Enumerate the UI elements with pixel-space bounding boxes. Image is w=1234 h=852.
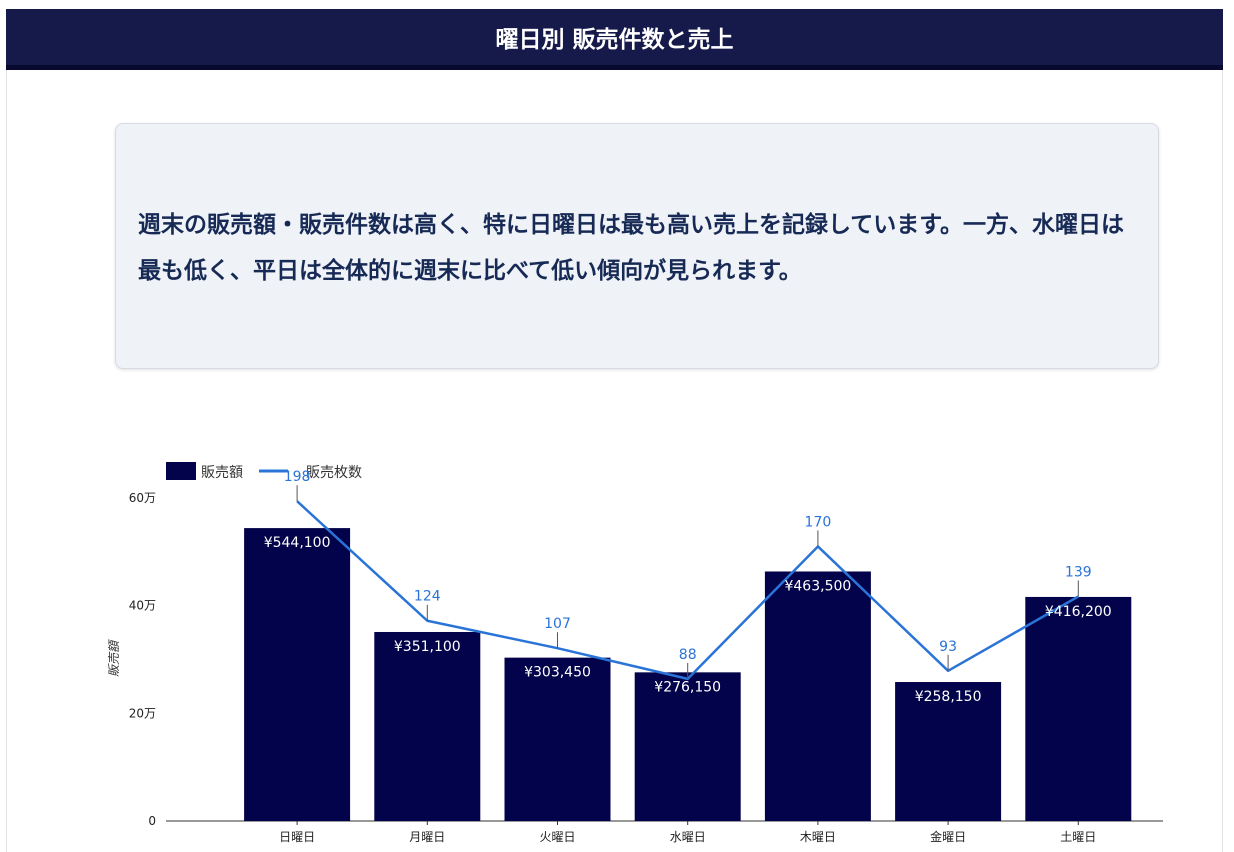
bar	[374, 631, 481, 821]
x-tick-label: 金曜日	[930, 829, 966, 844]
x-tick-label: 土曜日	[1060, 830, 1096, 844]
page-title: 曜日別 販売件数と売上	[6, 9, 1223, 70]
summary-box: 週末の販売額・販売件数は高く、特に日曜日は最も高い売上を記録しています。一方、水…	[115, 123, 1159, 369]
line-value-label: 88	[679, 647, 697, 663]
y-axis-label: 販売額	[107, 639, 121, 677]
bar	[764, 571, 871, 821]
bar-value-label: ¥416,200	[1045, 604, 1112, 620]
line-value-label: 93	[939, 639, 957, 655]
line-value-label: 107	[544, 616, 571, 632]
x-tick-label: 水曜日	[670, 830, 706, 844]
summary-text: 週末の販売額・販売件数は高く、特に日曜日は最も高い売上を記録しています。一方、水…	[138, 212, 1125, 284]
bar-value-label: ¥276,150	[654, 679, 721, 695]
x-tick-label: 月曜日	[409, 830, 445, 844]
chart-legend: 販売額 販売枚数	[166, 462, 362, 481]
y-tick-label: 40万	[129, 599, 156, 613]
page-frame	[6, 9, 1223, 852]
line-value-label: 170	[805, 514, 832, 530]
bar	[895, 682, 1002, 821]
bar	[634, 672, 741, 821]
bar-value-label: ¥351,100	[394, 639, 461, 655]
legend-label-bar: 販売額	[201, 465, 243, 481]
bar	[504, 657, 611, 821]
bar-value-label: ¥544,100	[264, 535, 331, 551]
bar	[1025, 596, 1132, 821]
x-tick-label: 火曜日	[539, 830, 575, 844]
x-tick-label: 日曜日	[279, 830, 315, 844]
bar-value-label: ¥303,450	[524, 665, 591, 681]
y-tick-label: 0	[148, 814, 156, 828]
y-tick-label: 20万	[129, 706, 156, 720]
line-value-label: 139	[1065, 565, 1092, 581]
legend-swatch-bar	[166, 462, 196, 480]
y-tick-label: 60万	[129, 491, 156, 505]
data-labels: ¥544,100 ¥351,100 ¥303,450 ¥276,150 ¥463,500…	[264, 469, 1112, 705]
line-value-label: 124	[414, 589, 441, 605]
page-title-text: 曜日別 販売件数と売上	[495, 27, 734, 53]
bar-value-label: ¥463,500	[784, 578, 851, 594]
combo-chart: 販売額 販売枚数 020万40万60万販売額日曜日 月曜日 火曜日 水曜日 木曜日 金曜日土…	[107, 462, 1163, 844]
bar-series	[244, 528, 1132, 821]
bar-value-label: ¥258,150	[915, 689, 982, 705]
x-tick-label: 木曜日	[800, 830, 836, 844]
legend-label-line: 販売枚数	[306, 465, 362, 481]
bar	[244, 528, 351, 821]
line-value-label: 198	[284, 469, 311, 485]
